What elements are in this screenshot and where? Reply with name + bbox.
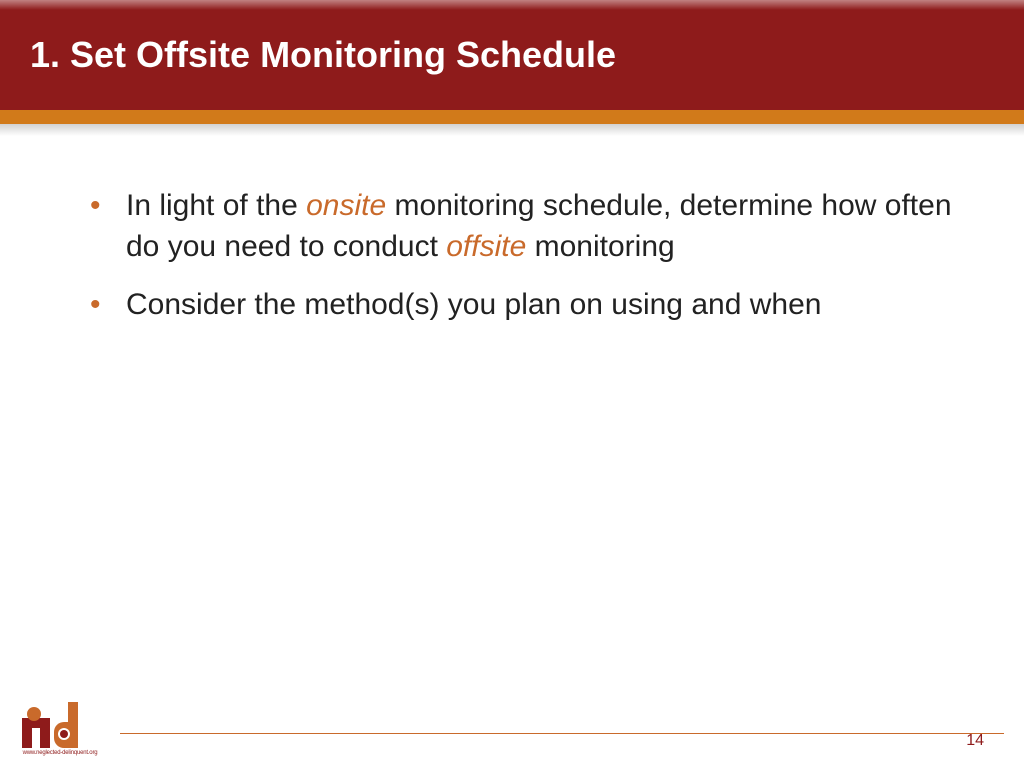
list-item: Consider the method(s) you plan on using…	[90, 285, 954, 326]
page-number: 14	[966, 732, 984, 750]
slide-body: In light of the onsite monitoring schedu…	[0, 136, 1024, 326]
bullet-text: In light of the	[126, 189, 306, 222]
bullet-text: Consider the method(s) you plan on using…	[126, 288, 821, 321]
bullet-list: In light of the onsite monitoring schedu…	[90, 186, 954, 326]
header-shadow	[0, 124, 1024, 136]
logo-caption: www.neglected-delinquent.org	[20, 750, 100, 756]
bullet-text: monitoring	[526, 230, 674, 263]
footer-divider	[120, 733, 1004, 734]
header-highlight	[0, 0, 1024, 10]
list-item: In light of the onsite monitoring schedu…	[90, 186, 954, 267]
bullet-emphasis: onsite	[306, 189, 386, 222]
logo-icon	[20, 698, 100, 754]
slide-header: 1. Set Offsite Monitoring Schedule	[0, 0, 1024, 110]
slide-title: 1. Set Offsite Monitoring Schedule	[30, 34, 616, 76]
accent-bar	[0, 110, 1024, 124]
bullet-emphasis: offsite	[446, 230, 526, 263]
